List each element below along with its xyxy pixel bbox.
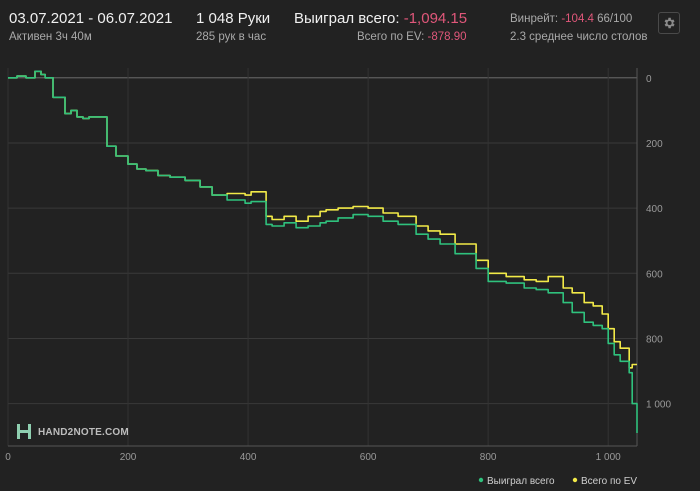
winrate: Винрейт: -104.4 66/100 (510, 13, 632, 25)
winrate-value: -104.4 (561, 13, 594, 25)
h2n-logo-icon (17, 424, 31, 439)
legend-item-won[interactable]: Выиграл всего (478, 476, 555, 487)
settings-button[interactable] (658, 12, 680, 34)
legend-label-ev: Всего по EV (581, 476, 637, 487)
y-tick-label: 1 000 (646, 400, 671, 411)
hand2note-logo: HAND2NOTE.COM (17, 424, 129, 439)
series-line-won (8, 70, 638, 433)
won-total-value: -1,094.15 (403, 10, 468, 27)
legend-marker-ev (572, 477, 578, 483)
y-tick-label: 600 (646, 269, 663, 280)
active-duration: Активен 3ч 40м (9, 31, 92, 43)
x-tick-label: 600 (360, 452, 377, 463)
legend-label-won: Выиграл всего (487, 476, 555, 487)
x-tick-label: 800 (480, 452, 497, 463)
won-total-label: Выиграл всего: (294, 10, 400, 27)
ev-total: Всего по EV: -878.90 (357, 31, 467, 43)
y-tick-label: 0 (646, 74, 652, 85)
x-tick-label: 1 000 (596, 452, 621, 463)
x-tick-label: 200 (120, 452, 137, 463)
y-axis: 0 200 400 600 800 1 000 (646, 74, 671, 411)
date-range: 03.07.2021 - 06.07.2021 (9, 10, 173, 27)
hands-count: 1 048 Руки (196, 10, 271, 27)
series-line-ev (8, 70, 637, 369)
y-tick-label: 400 (646, 204, 663, 215)
y-tick-label: 200 (646, 139, 663, 150)
winrate-suffix: 66/100 (597, 13, 633, 25)
legend-item-ev[interactable]: Всего по EV (572, 476, 638, 487)
hands-per-hour: 285 рук в час (196, 31, 267, 43)
gear-icon (664, 17, 675, 29)
x-tick-label: 400 (240, 452, 257, 463)
summary-header: 03.07.2021 - 06.07.2021 Активен 3ч 40м 1… (0, 0, 700, 48)
logo-text: HAND2NOTE.COM (38, 427, 129, 438)
y-tick-label: 800 (646, 334, 663, 345)
x-axis: 0 200 400 600 800 1 000 (5, 452, 621, 463)
ev-total-label: Всего по EV: (357, 31, 425, 43)
winrate-label: Винрейт: (510, 13, 559, 25)
legend-marker-won (478, 477, 484, 483)
x-tick-label: 0 (5, 452, 11, 463)
legend: Выиграл всего Всего по EV (478, 476, 638, 487)
chart-grid (7, 68, 638, 447)
ev-total-value: -878.90 (427, 31, 467, 43)
chart-series (8, 70, 638, 433)
won-total: Выиграл всего: -1,094.15 (294, 10, 467, 27)
avg-tables: 2.3 среднее число столов (510, 31, 648, 43)
